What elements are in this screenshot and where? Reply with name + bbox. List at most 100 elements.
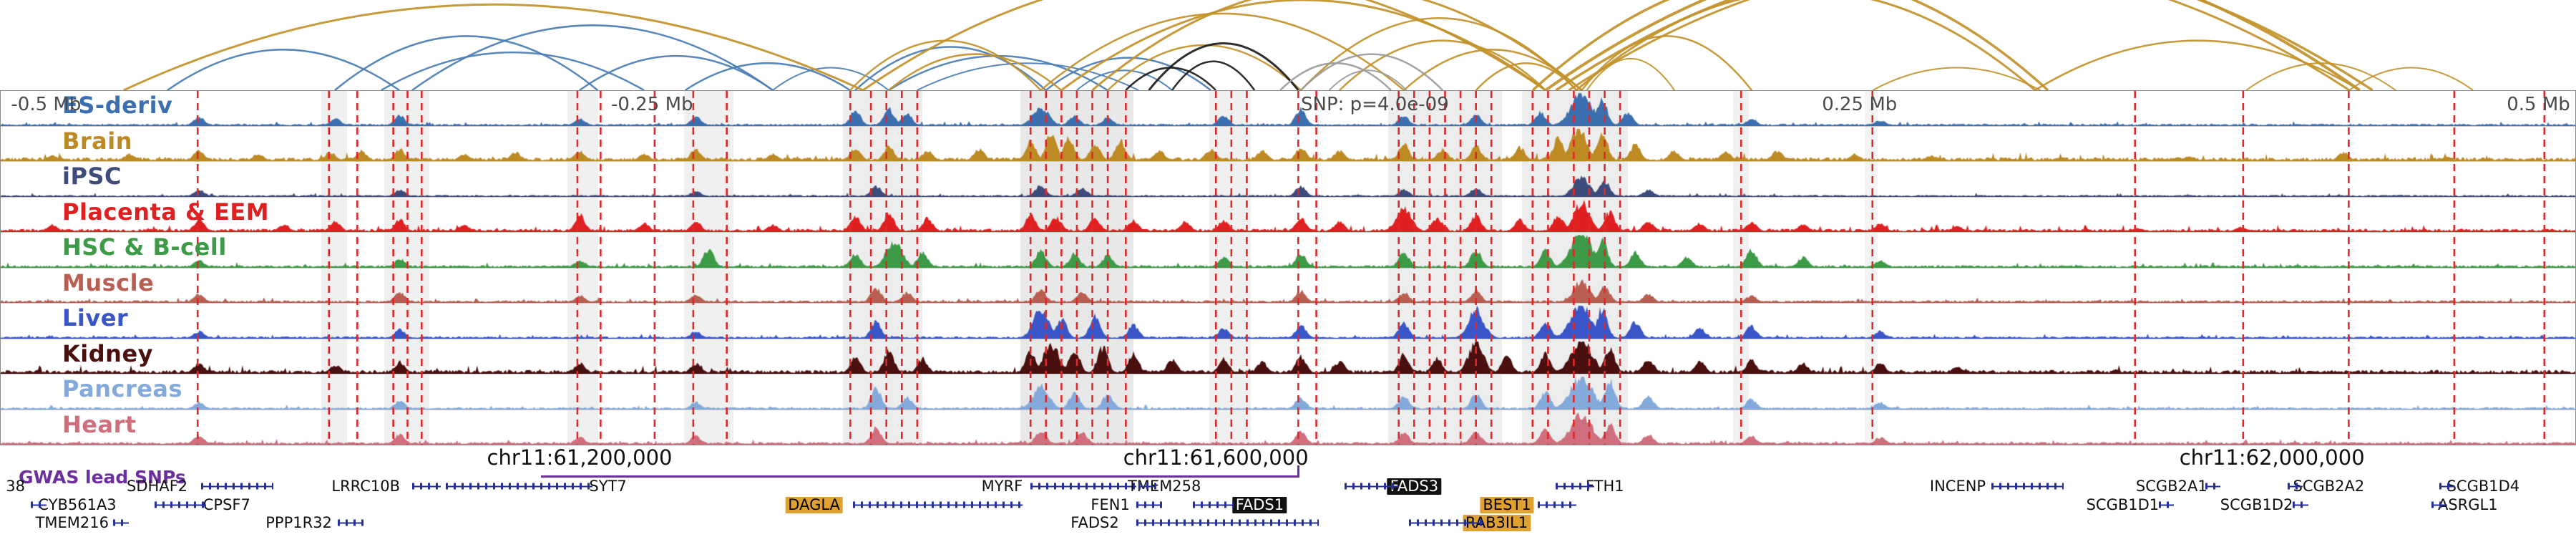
interaction-arc bbox=[1040, 12, 1405, 90]
interaction-arc bbox=[1586, 57, 1675, 90]
interaction-arc bbox=[1300, 17, 1578, 90]
track-label: Muscle bbox=[62, 268, 155, 296]
gene-label-fth1[interactable]: FTH1 bbox=[1585, 478, 1624, 495]
gene-body-line bbox=[113, 522, 129, 523]
gene-body-scgb1d1[interactable] bbox=[2158, 501, 2175, 508]
gene-body-syt7[interactable] bbox=[445, 483, 593, 490]
gene-body-scgb1d4[interactable] bbox=[2439, 483, 2455, 490]
gene-label-dagla[interactable]: DAGLA bbox=[785, 497, 843, 513]
gene-body-sdhaf2[interactable] bbox=[200, 483, 273, 490]
gene-body-fads1[interactable] bbox=[1192, 501, 1234, 508]
interaction-arc bbox=[1568, 0, 2351, 90]
signal-track-panel: ES-deriv Brain iPSC Placenta & EEM HSC & B-c… bbox=[0, 90, 2576, 445]
chromosome-coordinate-label: chr11:61,600,000 bbox=[1123, 445, 1309, 470]
gene-body-line bbox=[1409, 522, 1484, 523]
gene-label-rab3il1[interactable]: RAB3IL1 bbox=[1463, 515, 1531, 531]
gene-label-scgb1d4[interactable]: SCGB1D4 bbox=[2446, 478, 2520, 495]
gene-row-2: TMEM216 PPP1R32 FADS2 RAB3IL1 bbox=[0, 515, 2576, 531]
gene-label-fads3[interactable]: FADS3 bbox=[1387, 478, 1442, 495]
gene-label-cpsf7[interactable]: CPSF7 bbox=[203, 496, 250, 513]
gene-label-fads2[interactable]: FADS2 bbox=[1070, 514, 1119, 531]
interaction-arc bbox=[1045, 57, 1211, 90]
interaction-arc bbox=[684, 62, 851, 90]
gene-body-fads3[interactable] bbox=[1345, 483, 1399, 490]
lead-snp-lines-svg bbox=[196, 91, 2546, 445]
gene-label-myrf[interactable]: MYRF bbox=[981, 478, 1023, 495]
interaction-arc bbox=[888, 53, 1063, 90]
interaction-arc bbox=[1403, 49, 1583, 90]
gene-body-fads2[interactable] bbox=[1136, 519, 1319, 526]
track-row-muscle[interactable]: Muscle bbox=[1, 268, 2575, 304]
gene-label-38[interactable]: 38 bbox=[6, 478, 25, 495]
gene-body-best1[interactable] bbox=[1538, 501, 1577, 508]
track-row-liver[interactable]: Liver bbox=[1, 304, 2575, 339]
interaction-arc bbox=[1171, 60, 1256, 90]
interaction-arc bbox=[1339, 39, 1546, 90]
gene-body-line bbox=[1136, 522, 1319, 523]
signal-canvas bbox=[1, 304, 2575, 339]
gene-label-tmem258[interactable]: TMEM258 bbox=[1127, 478, 1201, 495]
gene-label-best1[interactable]: BEST1 bbox=[1480, 497, 1534, 513]
lead-snp-lines bbox=[1, 91, 2575, 445]
interaction-arc bbox=[1544, 0, 2361, 90]
track-row-pancreas[interactable]: Pancreas bbox=[1, 374, 2575, 410]
gene-body-line bbox=[2158, 504, 2175, 505]
gene-body-incenp[interactable] bbox=[1991, 483, 2064, 490]
gene-body-line bbox=[1192, 504, 1234, 505]
gene-body-dagla[interactable] bbox=[852, 501, 1023, 508]
track-label: Heart bbox=[62, 410, 137, 438]
gene-row-0: 38 SDHAF2 LRRC10B SYT7 MYRF TMEM258 FADS3 FTH1 I… bbox=[0, 478, 2576, 495]
gene-body-line bbox=[412, 485, 441, 487]
gene-body-tmem258[interactable] bbox=[1138, 483, 1157, 490]
gene-label-scgb2a1[interactable]: SCGB2A1 bbox=[2135, 478, 2207, 495]
gene-label-cyb561a3[interactable]: CYB561A3 bbox=[38, 496, 117, 513]
gene-label-tmem216[interactable]: TMEM216 bbox=[35, 514, 109, 531]
interaction-arc bbox=[1300, 53, 1443, 90]
gene-body-scgb2a1[interactable] bbox=[2205, 483, 2221, 490]
track-row-hsc-b-cell[interactable]: HSC & B-cell bbox=[1, 233, 2575, 268]
gene-label-fads1[interactable]: FADS1 bbox=[1232, 497, 1287, 513]
gene-label-incenp[interactable]: INCENP bbox=[1929, 478, 1986, 495]
gene-body-line bbox=[31, 504, 47, 505]
gene-body-cpsf7[interactable] bbox=[155, 501, 206, 508]
gene-body-line bbox=[1030, 485, 1136, 487]
interaction-arc bbox=[1576, 0, 2036, 90]
gene-body-fen1[interactable] bbox=[1136, 501, 1162, 508]
gene-body-rab3il1[interactable] bbox=[1409, 519, 1484, 526]
gene-body-line bbox=[852, 504, 1023, 505]
gene-body-scgb1d2[interactable] bbox=[2293, 501, 2308, 508]
gene-body-fth1[interactable] bbox=[1556, 483, 1595, 490]
gene-label-ppp1r32[interactable]: PPP1R32 bbox=[265, 514, 332, 531]
track-row-ipsc[interactable]: iPSC bbox=[1, 162, 2575, 198]
track-row-es-deriv[interactable]: ES-deriv bbox=[1, 91, 2575, 127]
interaction-arc bbox=[1076, 69, 1173, 90]
gene-label-scgb1d2[interactable]: SCGB1D2 bbox=[2220, 496, 2293, 513]
track-row-heart[interactable]: Heart bbox=[1, 410, 2575, 445]
gene-body-line bbox=[1538, 504, 1577, 505]
track-row-brain[interactable]: Brain bbox=[1, 126, 2575, 162]
gene-body-lrrc10b[interactable] bbox=[412, 483, 441, 490]
gene-body-cyb561a3[interactable] bbox=[31, 501, 47, 508]
gene-label-lrrc10b[interactable]: LRRC10B bbox=[331, 478, 401, 495]
gene-label-fen1[interactable]: FEN1 bbox=[1091, 496, 1130, 513]
gene-body-tmem216[interactable] bbox=[113, 519, 129, 526]
gene-label-sdhaf2[interactable]: SDHAF2 bbox=[127, 478, 188, 495]
interaction-arc bbox=[167, 49, 400, 90]
gwas-span-tick bbox=[1297, 465, 1299, 478]
gene-body-scgb2a2[interactable] bbox=[2287, 483, 2303, 490]
gene-body-asrgl1[interactable] bbox=[2431, 501, 2447, 508]
gene-row-1: CYB561A3 CPSF7 DAGLA FEN1 FADS1 BEST1 SCGB1D1 S… bbox=[0, 497, 2576, 513]
track-row-placenta-eem[interactable]: Placenta & EEM bbox=[1, 197, 2575, 233]
gene-label-scgb2a2[interactable]: SCGB2A2 bbox=[2293, 478, 2365, 495]
gene-label-scgb1d1[interactable]: SCGB1D1 bbox=[2086, 496, 2160, 513]
signal-canvas bbox=[1, 374, 2575, 410]
gene-label-syt7[interactable]: SYT7 bbox=[589, 478, 627, 495]
gene-body-myrf[interactable] bbox=[1030, 483, 1136, 490]
gene-label-asrgl1[interactable]: ASRGL1 bbox=[2437, 496, 2498, 513]
gene-body-ppp1r32[interactable] bbox=[337, 519, 364, 526]
interaction-arc bbox=[1328, 69, 1407, 90]
track-row-kidney[interactable]: Kidney bbox=[1, 339, 2575, 374]
track-label: Kidney bbox=[62, 339, 154, 367]
